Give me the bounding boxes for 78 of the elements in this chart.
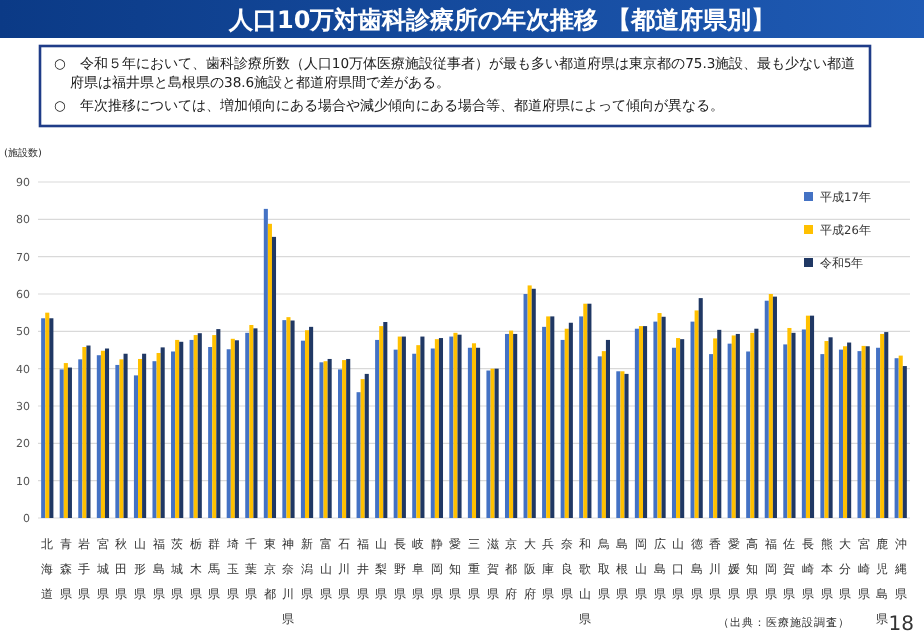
bar	[45, 312, 50, 518]
bar	[523, 294, 528, 518]
bar	[787, 327, 792, 518]
bar	[96, 355, 101, 518]
bar	[568, 322, 573, 518]
bar	[820, 354, 825, 518]
bar	[375, 339, 380, 518]
bar	[467, 347, 472, 518]
text: 18	[888, 614, 914, 636]
bar	[690, 321, 695, 518]
bar	[156, 352, 161, 518]
bar	[208, 347, 213, 518]
bar	[694, 310, 699, 518]
bar	[152, 361, 157, 518]
bar	[78, 359, 83, 518]
bar	[123, 353, 128, 518]
bar	[791, 332, 796, 518]
bar	[438, 338, 444, 518]
bar	[597, 356, 602, 518]
bar	[171, 351, 176, 518]
bar	[304, 330, 310, 518]
bar	[100, 350, 105, 518]
bar	[805, 315, 810, 518]
bar	[41, 318, 46, 518]
bar	[49, 318, 54, 518]
bar	[216, 329, 221, 518]
bar	[653, 321, 658, 518]
bar	[356, 392, 361, 518]
bar	[338, 369, 343, 518]
bar	[857, 351, 862, 518]
bar	[746, 351, 751, 518]
bar	[764, 300, 769, 518]
bar	[810, 315, 815, 518]
bar	[263, 208, 268, 518]
chart-title: 人口10万対歯科診療所の年次推移 【都道府県別】	[227, 6, 775, 34]
bar	[364, 373, 369, 518]
bar	[801, 329, 806, 518]
bar	[471, 343, 477, 518]
bar	[420, 336, 425, 518]
bar	[698, 298, 703, 518]
bar	[476, 347, 481, 518]
bar	[138, 358, 143, 518]
bar	[212, 335, 217, 518]
bar	[605, 339, 610, 518]
bar	[104, 348, 110, 518]
bar	[579, 316, 584, 518]
bar	[160, 347, 165, 518]
bar	[59, 369, 64, 518]
bar	[430, 348, 435, 518]
bar	[360, 379, 365, 518]
bar	[902, 366, 907, 518]
bar	[671, 347, 677, 518]
bar	[560, 339, 565, 518]
bar	[717, 329, 722, 518]
bar	[709, 354, 714, 518]
bar	[119, 359, 124, 518]
bar	[245, 332, 250, 518]
bar	[783, 344, 788, 518]
bar	[564, 328, 569, 518]
bar	[643, 326, 648, 518]
bar	[727, 343, 732, 518]
bar	[412, 353, 417, 518]
bar	[601, 351, 606, 518]
bar	[226, 349, 231, 518]
bar	[142, 353, 147, 518]
bar	[638, 326, 644, 518]
bar	[300, 340, 305, 518]
bar	[838, 349, 844, 518]
bar	[393, 349, 398, 518]
bar	[271, 236, 277, 518]
bar	[267, 223, 272, 518]
bar	[504, 333, 510, 518]
bar	[115, 364, 120, 518]
bar	[542, 326, 547, 518]
bar	[133, 375, 138, 518]
bar	[876, 347, 881, 518]
bar	[713, 338, 718, 518]
bar	[416, 345, 421, 518]
